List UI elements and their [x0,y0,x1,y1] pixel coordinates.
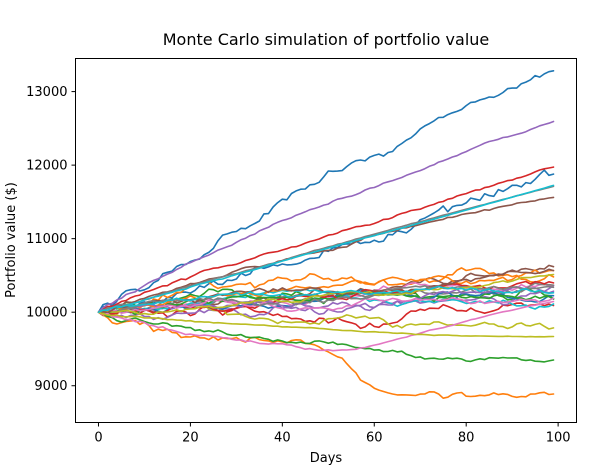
series-line-20 [97,285,555,314]
x-axis-label: Days [310,451,343,466]
y-tick-label: 12000 [26,159,67,174]
series-line-25 [97,120,555,314]
x-tick-label: 40 [274,431,291,446]
x-tick-label: 0 [94,431,102,446]
series-line-23 [97,311,555,363]
series-line-2 [97,267,555,314]
x-tick-label: 100 [546,431,571,446]
x-tick-label: 20 [182,431,199,446]
series-line-29 [97,311,555,338]
series-line-19 [97,273,555,316]
series-line-22 [97,311,555,400]
x-tick-label: 60 [366,431,383,446]
y-tick-label: 11000 [26,232,67,247]
y-axis-label: Portfolio value ($) [4,182,19,298]
series-line-5 [97,284,555,321]
y-axis: 9000 10000 11000 12000 13000 [26,85,76,394]
x-tick-label: 80 [458,431,475,446]
series-line-17 [97,296,555,315]
series-line-24 [97,166,555,314]
series-line-21 [97,70,555,314]
series-line-4 [97,302,555,330]
y-tick-label: 10000 [26,306,67,321]
chart-title: Monte Carlo simulation of portfolio valu… [163,30,490,49]
y-tick-label: 9000 [34,379,67,394]
series-line-26 [97,196,555,314]
series-group [97,70,555,400]
y-tick-label: 13000 [26,85,67,100]
series-line-30 [97,184,555,314]
x-axis: 0 20 40 60 80 100 [94,422,571,446]
plot-frame [75,58,577,423]
series-line-27 [97,300,555,352]
series-line-13 [97,290,555,316]
